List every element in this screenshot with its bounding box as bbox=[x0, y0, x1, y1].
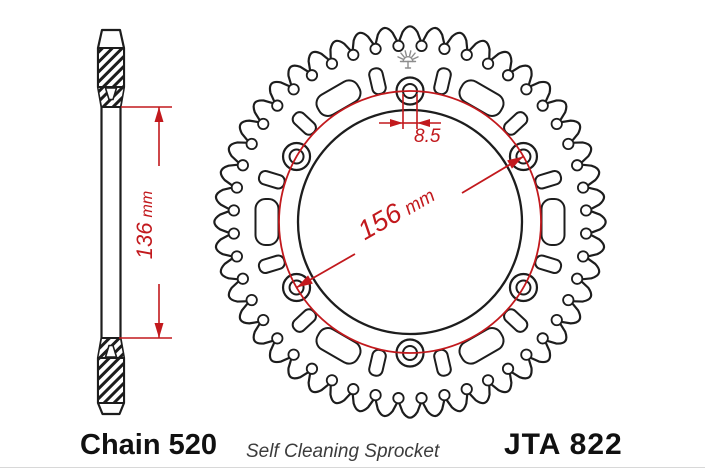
valley-relief-hole bbox=[305, 69, 319, 82]
valley-relief-hole bbox=[415, 392, 428, 405]
valley-relief-hole bbox=[227, 204, 240, 217]
side-view-section bbox=[96, 28, 126, 416]
arrow-lower-left bbox=[296, 275, 313, 288]
valley-relief-hole bbox=[562, 137, 575, 151]
part-number-label: JTA 822 bbox=[504, 428, 623, 461]
valley-relief-hole bbox=[550, 117, 563, 131]
valley-relief-hole bbox=[245, 137, 258, 151]
valley-relief-hole bbox=[369, 389, 382, 402]
dim-85-label: 8.5 bbox=[414, 126, 441, 147]
valley-relief-hole bbox=[271, 332, 284, 345]
valley-relief-hole bbox=[501, 362, 515, 375]
valley-relief-hole bbox=[520, 348, 533, 361]
arrow-right bbox=[390, 119, 403, 127]
lightening-slot-large bbox=[254, 198, 280, 246]
arrow-down bbox=[154, 323, 164, 338]
front-view-sprocket bbox=[213, 25, 607, 419]
valley-relief-hole bbox=[438, 42, 451, 55]
valley-relief-hole bbox=[580, 227, 593, 240]
valley-relief-hole bbox=[481, 57, 495, 70]
arrow-upper-right bbox=[507, 156, 524, 169]
page-bottom-edge bbox=[0, 467, 705, 468]
hatch-bottom-band bbox=[99, 359, 123, 402]
valley-relief-hole bbox=[271, 99, 284, 112]
valley-relief-hole bbox=[438, 389, 451, 402]
valley-relief-hole bbox=[369, 42, 382, 55]
top-cup-cut bbox=[104, 87, 118, 101]
valley-relief-hole bbox=[415, 39, 428, 52]
dimension-136: 136mm bbox=[119, 106, 172, 339]
side-view-outline bbox=[96, 28, 126, 416]
valley-relief-hole bbox=[460, 48, 473, 61]
valley-relief-hole bbox=[481, 374, 495, 387]
valley-relief-hole bbox=[257, 117, 270, 131]
valley-relief-hole bbox=[305, 362, 319, 375]
chain-size-label: Chain 520 bbox=[80, 429, 217, 461]
valley-relief-hole bbox=[230, 181, 243, 194]
valley-relief-hole bbox=[227, 227, 240, 240]
valley-relief-hole bbox=[536, 99, 549, 112]
valley-relief-hole bbox=[287, 348, 300, 361]
valley-relief-hole bbox=[550, 313, 563, 327]
valley-relief-hole bbox=[577, 250, 590, 263]
lightening-slot-large bbox=[540, 198, 566, 246]
valley-relief-hole bbox=[230, 250, 243, 263]
valley-relief-hole bbox=[325, 57, 339, 70]
valley-relief-hole bbox=[245, 293, 258, 307]
valley-relief-hole bbox=[347, 383, 360, 396]
hatch-top-band bbox=[99, 49, 123, 86]
valley-relief-hole bbox=[501, 69, 515, 82]
valley-relief-hole bbox=[325, 374, 339, 387]
valley-relief-hole bbox=[562, 293, 575, 307]
valley-relief-hole bbox=[536, 332, 549, 345]
arrow-left bbox=[417, 119, 430, 127]
valley-relief-hole bbox=[577, 181, 590, 194]
valley-relief-hole bbox=[287, 83, 300, 96]
valley-relief-hole bbox=[392, 392, 405, 405]
arrow-up bbox=[154, 107, 164, 122]
valley-relief-hole bbox=[347, 48, 360, 61]
bottom-cup-cut bbox=[104, 344, 118, 358]
valley-relief-hole bbox=[571, 159, 584, 172]
valley-relief-hole bbox=[257, 313, 270, 327]
valley-relief-hole bbox=[580, 204, 593, 217]
dimension-8-5: 8.5 bbox=[379, 94, 441, 147]
center-bore-circle bbox=[296, 108, 524, 336]
valley-relief-hole bbox=[460, 383, 473, 396]
bolt-circle-red bbox=[278, 90, 542, 354]
valley-relief-hole bbox=[392, 39, 405, 52]
sprocket-description-label: Self Cleaning Sprocket bbox=[246, 441, 440, 462]
sun-mark-icon bbox=[397, 50, 419, 69]
valley-relief-hole bbox=[236, 272, 249, 285]
dim-136-label: 136mm bbox=[132, 191, 157, 259]
valley-relief-hole bbox=[236, 159, 249, 172]
section-lines bbox=[98, 47, 124, 404]
valley-relief-hole bbox=[520, 83, 533, 96]
valley-relief-hole bbox=[571, 272, 584, 285]
